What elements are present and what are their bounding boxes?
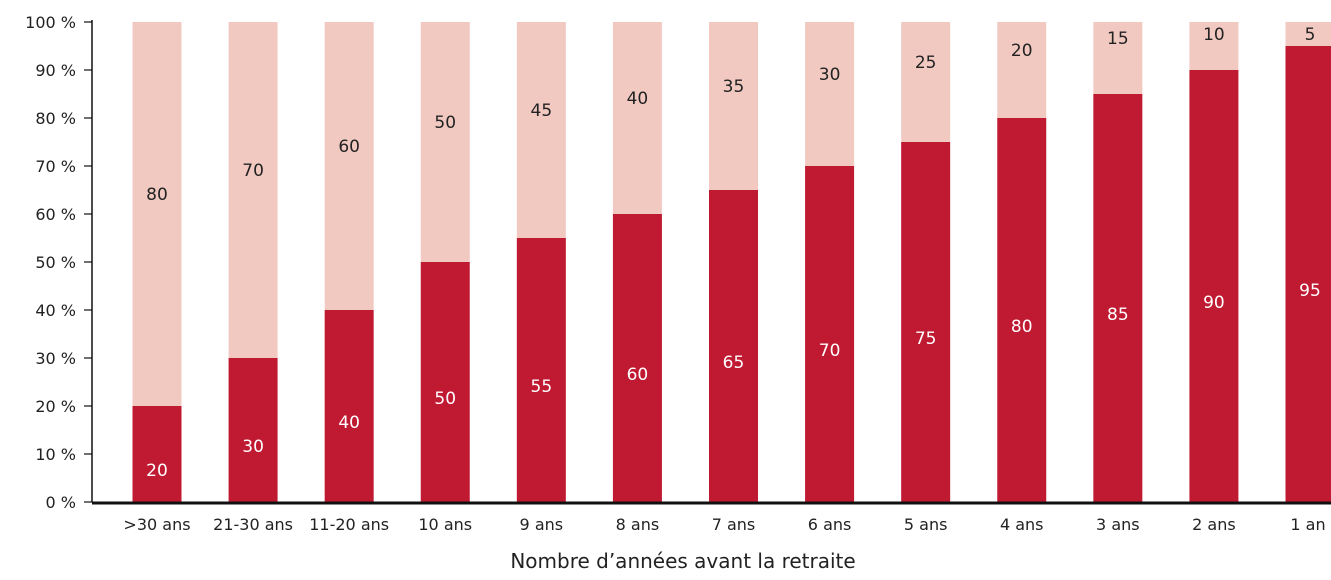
bar-segment-dark xyxy=(805,166,855,502)
y-tick-label: 20 % xyxy=(35,397,76,416)
data-label: 20 xyxy=(146,461,168,481)
x-tick-label: 7 ans xyxy=(712,515,756,534)
x-tick-label: >30 ans xyxy=(123,515,190,534)
data-label: 55 xyxy=(531,377,553,397)
x-tick-label: 10 ans xyxy=(418,515,472,534)
x-tick-label: 9 ans xyxy=(520,515,564,534)
data-label: 25 xyxy=(915,53,937,73)
data-label: 70 xyxy=(819,341,841,361)
data-label: 40 xyxy=(338,413,360,433)
data-label: 80 xyxy=(1011,317,1033,337)
bar-segment-dark xyxy=(1285,46,1331,502)
data-label: 20 xyxy=(1011,41,1033,61)
bar-segment-dark xyxy=(516,238,566,502)
y-tick-label: 50 % xyxy=(35,253,76,272)
data-label: 15 xyxy=(1107,29,1129,49)
data-label: 60 xyxy=(338,137,360,157)
x-tick-label: 11-20 ans xyxy=(309,515,389,534)
bar-segment-light xyxy=(324,22,374,310)
bar-segment-light xyxy=(997,22,1047,118)
y-tick-label: 70 % xyxy=(35,157,76,176)
data-label: 80 xyxy=(146,185,168,205)
bar-segment-dark xyxy=(228,358,278,502)
y-tick-label: 0 % xyxy=(46,493,76,512)
data-label: 45 xyxy=(531,101,553,121)
data-label: 35 xyxy=(723,77,745,97)
x-tick-label: 5 ans xyxy=(904,515,948,534)
data-label: 30 xyxy=(242,437,264,457)
data-label: 70 xyxy=(242,161,264,181)
bar-segment-light xyxy=(709,22,758,190)
bar-segment-dark xyxy=(709,190,758,502)
x-tick-label: 21-30 ans xyxy=(213,515,293,534)
y-axis: 0 % 10 % 20 % 30 % 40 % 50 % 60 % 70 % 80 % 90 % 1… xyxy=(25,13,93,512)
y-tick-label: 30 % xyxy=(35,349,76,368)
data-label: 30 xyxy=(819,65,841,85)
y-tick-label: 80 % xyxy=(35,109,76,128)
y-tick-label: 90 % xyxy=(35,61,76,80)
bar-segment-light xyxy=(228,22,278,358)
data-label: 85 xyxy=(1107,305,1129,325)
y-tick-label: 60 % xyxy=(35,205,76,224)
x-axis: >30 ans 21-30 ans 11-20 ans 10 ans 9 ans 8 an… xyxy=(92,501,1331,534)
data-label: 75 xyxy=(915,329,937,349)
x-axis-title: Nombre d’années avant la retraite xyxy=(510,549,855,573)
data-label: 90 xyxy=(1203,293,1225,313)
data-label: 50 xyxy=(434,113,456,133)
x-tick-label: 2 ans xyxy=(1192,515,1236,534)
bar-segment-dark xyxy=(324,310,374,502)
bar-segment-dark xyxy=(420,262,470,502)
bar-segment-light xyxy=(132,22,182,406)
x-tick-label: 6 ans xyxy=(808,515,852,534)
data-label: 40 xyxy=(627,89,649,109)
bar-segment-dark xyxy=(901,142,951,502)
x-tick-label: 8 ans xyxy=(616,515,660,534)
x-tick-label: 4 ans xyxy=(1000,515,1044,534)
bar-segment-dark xyxy=(132,406,182,502)
bar-segment-dark xyxy=(612,214,662,502)
x-tick-label: 3 ans xyxy=(1096,515,1140,534)
bar-segment-light xyxy=(805,22,855,166)
data-label: 60 xyxy=(627,365,649,385)
data-label: 10 xyxy=(1203,25,1225,45)
y-tick-label: 40 % xyxy=(35,301,76,320)
data-label: 95 xyxy=(1299,281,1321,301)
bars-layer: 20 80 30 70 40 60 50 50 55 45 60 40 65 35 70 30 75 25 80 20… xyxy=(132,22,1331,502)
y-tick-label: 10 % xyxy=(35,445,76,464)
data-label: 65 xyxy=(723,353,745,373)
y-tick-label: 100 % xyxy=(25,13,76,32)
x-tick-label: 1 an xyxy=(1290,515,1325,534)
bar-segment-light xyxy=(612,22,662,214)
data-label: 50 xyxy=(434,389,456,409)
bar-segment-light xyxy=(420,22,470,262)
bar-segment-dark xyxy=(997,118,1047,502)
bar-segment-light xyxy=(1285,22,1331,46)
bar-segment-dark xyxy=(1093,94,1143,502)
bar-segment-dark xyxy=(1189,70,1239,502)
bar-segment-light xyxy=(516,22,566,238)
bar-segment-light xyxy=(1093,22,1143,94)
bar-segment-light xyxy=(901,22,951,142)
bar-segment-light xyxy=(1189,22,1239,70)
data-label: 5 xyxy=(1305,25,1316,45)
